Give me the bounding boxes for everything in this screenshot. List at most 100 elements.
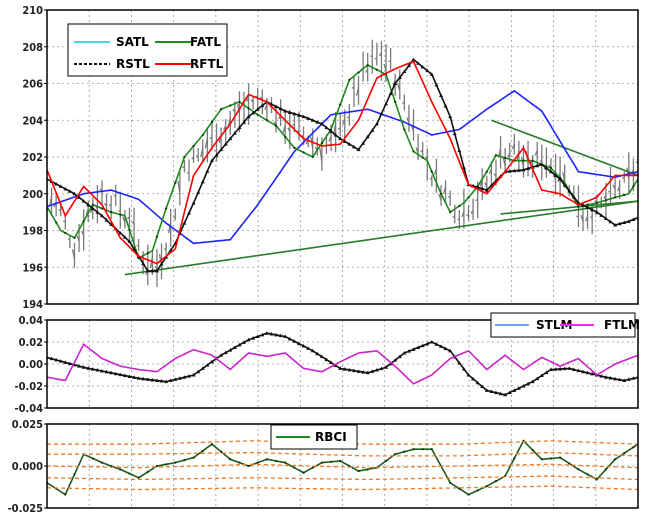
price-bar-tick	[337, 127, 341, 130]
point	[553, 367, 558, 371]
point	[104, 218, 109, 222]
series-stlm	[47, 332, 638, 396]
point	[100, 461, 104, 464]
price-bar-tick	[177, 180, 181, 194]
point	[384, 459, 388, 463]
point	[544, 166, 549, 170]
point	[632, 446, 635, 449]
point	[137, 476, 140, 479]
point	[434, 342, 439, 346]
point	[122, 373, 127, 378]
price-bar-tick	[149, 256, 154, 268]
point	[348, 78, 351, 81]
point	[599, 374, 604, 378]
point	[310, 348, 315, 353]
point	[489, 389, 494, 393]
point	[73, 473, 76, 476]
point	[457, 360, 462, 365]
point	[264, 331, 269, 335]
point	[559, 456, 562, 459]
price-bar-tick	[415, 147, 419, 154]
series-rbci	[47, 439, 638, 496]
point	[150, 377, 155, 382]
legend-label: STLM	[536, 318, 572, 332]
point	[310, 118, 315, 122]
point	[393, 81, 398, 85]
point	[535, 376, 540, 381]
point	[370, 369, 375, 373]
price-bar-tick	[493, 173, 497, 177]
point	[626, 219, 631, 223]
point	[631, 376, 636, 380]
point	[296, 113, 301, 117]
point	[155, 235, 159, 238]
point	[63, 186, 68, 191]
price-bar-tick	[328, 135, 332, 142]
point	[590, 207, 595, 212]
point	[219, 450, 223, 453]
point	[109, 370, 114, 375]
point	[590, 371, 595, 376]
point	[526, 381, 531, 386]
point	[356, 147, 361, 152]
price-bar-tick	[287, 127, 291, 132]
point	[311, 155, 314, 159]
point	[260, 332, 265, 337]
price-bar-tick	[122, 216, 126, 223]
price-bar-tick	[603, 194, 607, 199]
point	[232, 345, 237, 349]
point	[567, 188, 572, 193]
panel-2: 0.04 0.02 0.00 -0.02 -0.04 STLM FTLM	[14, 312, 640, 415]
plot-frame	[46, 319, 639, 409]
point	[461, 366, 466, 371]
point	[293, 466, 296, 469]
y-tick-label: 202	[22, 151, 43, 164]
point	[439, 192, 443, 195]
point	[375, 68, 378, 71]
price-bar-tick	[131, 221, 135, 225]
price-bar-tick	[424, 156, 428, 159]
point	[64, 231, 67, 235]
point	[443, 346, 448, 351]
point	[526, 166, 531, 170]
point	[319, 121, 324, 126]
price-bar-tick	[562, 172, 566, 182]
point	[333, 363, 338, 367]
price-bar-tick	[406, 117, 410, 123]
point	[412, 150, 415, 153]
point	[54, 181, 59, 186]
price-bar-tick	[548, 164, 552, 168]
point	[229, 458, 232, 461]
point	[201, 449, 204, 452]
point	[339, 459, 342, 463]
point	[274, 124, 278, 127]
price-bar-tick	[191, 157, 194, 160]
point	[366, 64, 369, 67]
price-bar-tick	[502, 157, 506, 167]
point	[394, 453, 397, 456]
point	[242, 120, 246, 124]
series-rbci-markers	[47, 439, 635, 496]
point	[200, 366, 205, 370]
point	[402, 69, 407, 74]
point	[361, 370, 366, 374]
point	[95, 210, 100, 214]
price-bar-tick	[104, 202, 108, 207]
point	[99, 213, 104, 218]
point	[384, 101, 389, 106]
price-bar-tick	[433, 168, 438, 175]
point	[411, 347, 416, 351]
point	[420, 64, 425, 69]
price-bar-tick	[374, 57, 378, 60]
point	[608, 219, 613, 224]
point	[302, 151, 305, 154]
point	[457, 148, 462, 153]
point	[416, 61, 421, 65]
point	[54, 357, 59, 362]
point	[72, 191, 77, 196]
legend: STLM FTLM	[490, 312, 640, 338]
point	[439, 344, 443, 348]
legend: SATL FATL RSTL RFTL	[67, 23, 228, 77]
point	[242, 340, 246, 344]
point	[251, 336, 256, 340]
